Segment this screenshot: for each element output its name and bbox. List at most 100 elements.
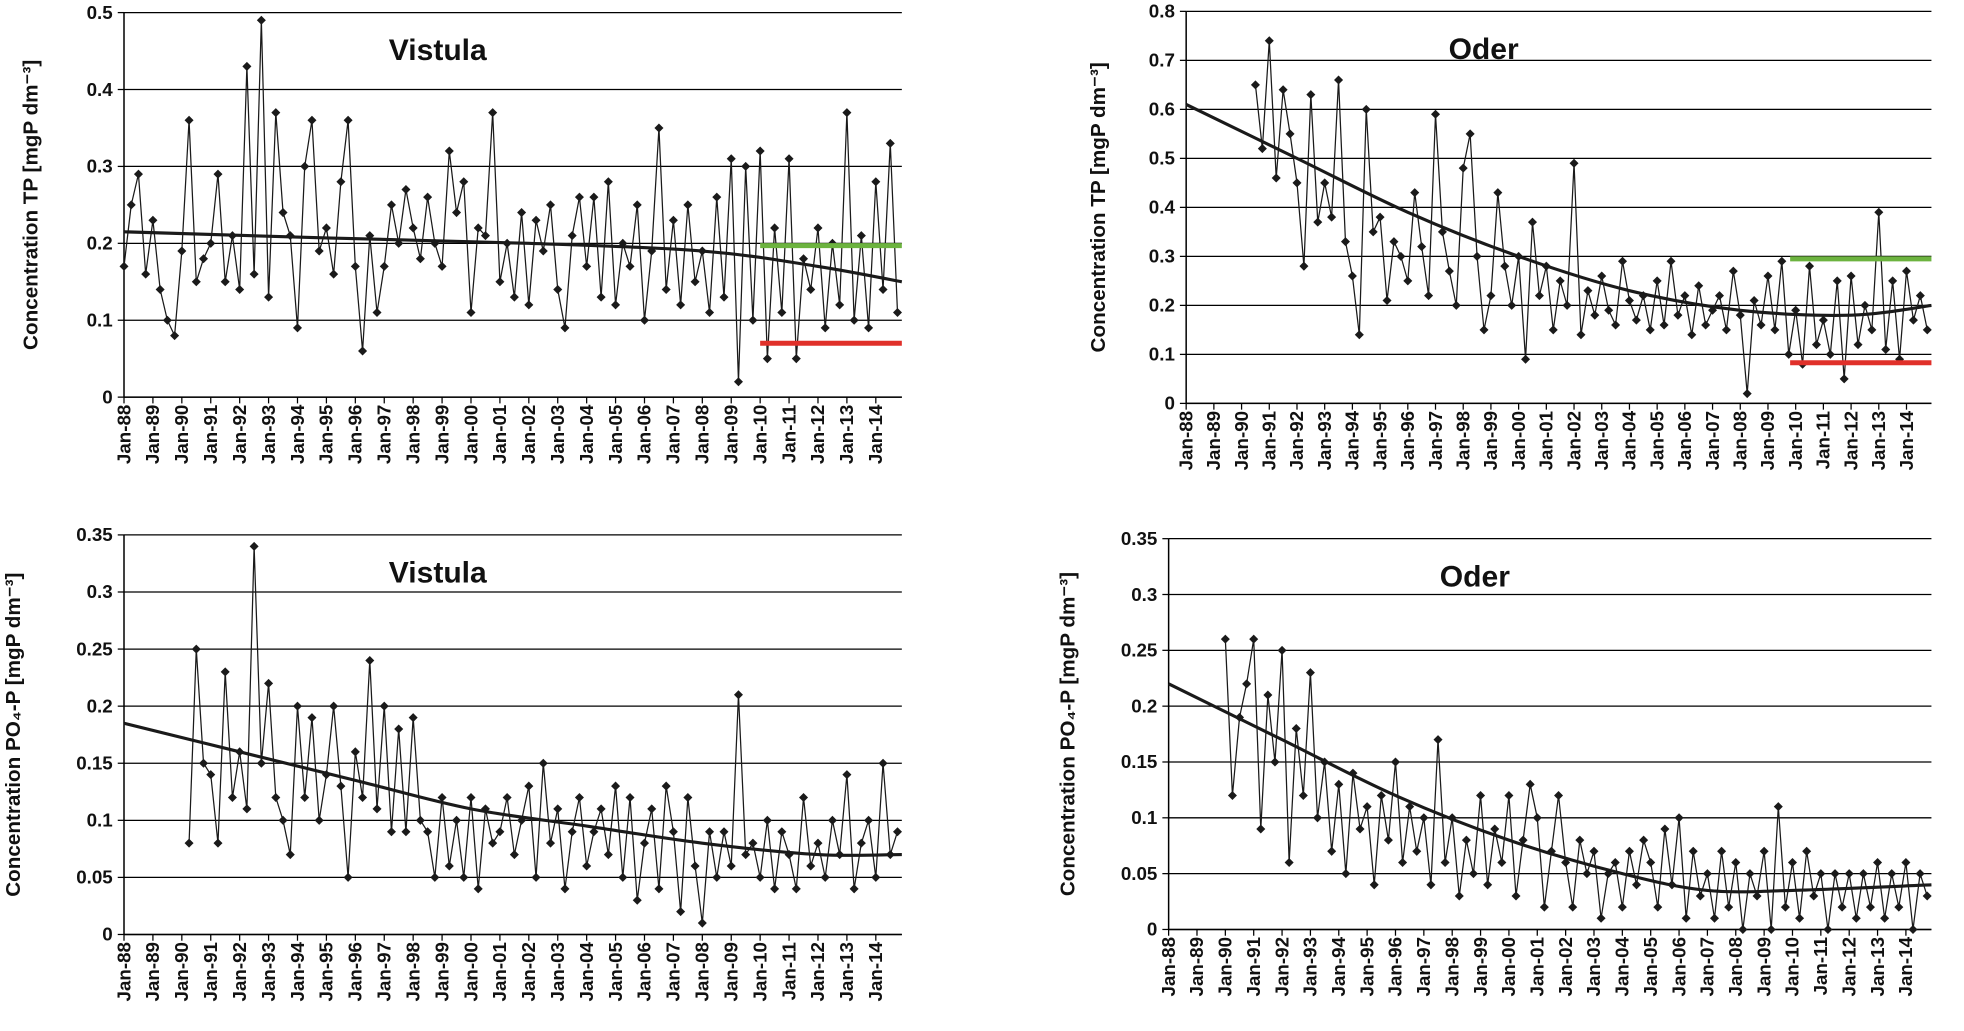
data-point [560, 323, 570, 333]
data-point [1749, 295, 1759, 305]
data-point [784, 154, 794, 164]
data-point [683, 792, 693, 802]
data-point [705, 827, 715, 837]
y-tick-label: 0.2 [1149, 295, 1175, 316]
data-point [1867, 325, 1877, 335]
data-point [1830, 869, 1840, 879]
data-point [762, 815, 772, 825]
data-point [1521, 354, 1531, 364]
y-tick-label: 0.8 [1149, 1, 1175, 22]
x-tick-label: Jan-13 [836, 942, 857, 1001]
data-point [1738, 924, 1748, 934]
x-tick-label: Jan-92 [229, 405, 250, 464]
data-point [1646, 857, 1656, 867]
data-point [1805, 261, 1815, 271]
x-tick-label: Jan-01 [1527, 937, 1548, 996]
x-tick-label: Jan-11 [778, 942, 799, 1000]
data-point [444, 861, 454, 871]
data-point [292, 323, 303, 333]
x-tick-label: Jan-89 [142, 942, 163, 1001]
data-line [123, 19, 899, 383]
data-point [885, 138, 895, 148]
data-point [141, 269, 151, 279]
data-point [264, 678, 274, 688]
data-point [184, 115, 194, 125]
x-tick-label: Jan-96 [1385, 937, 1406, 996]
x-tick-label: Jan-96 [345, 405, 366, 464]
x-tick-label: Jan-07 [1702, 411, 1723, 470]
x-tick-label: Jan-91 [200, 942, 221, 1001]
data-point [668, 827, 678, 837]
x-tick-label: Jan-93 [1300, 937, 1321, 996]
chart-title: Vistula [389, 34, 487, 67]
y-tick-label: 0 [1147, 919, 1157, 940]
data-point [1597, 271, 1607, 281]
data-point [1340, 237, 1350, 247]
data-point [1611, 320, 1621, 330]
x-tick-label: Jan-04 [576, 941, 597, 1001]
data-point [647, 804, 657, 814]
x-tick-label: Jan-03 [547, 942, 568, 1001]
x-tick-label: Jan-07 [1697, 937, 1718, 996]
x-tick-label: Jan-89 [1186, 937, 1207, 996]
data-point [415, 815, 425, 825]
chart-title: Vistula [389, 557, 487, 590]
data-point [1653, 902, 1663, 912]
data-point [1472, 251, 1482, 261]
data-point [271, 108, 281, 118]
data-point [603, 177, 613, 187]
data-point [1334, 75, 1344, 85]
x-tick-label: Jan-90 [171, 942, 192, 1001]
x-tick-label: Jan-13 [1867, 937, 1888, 996]
data-point [1284, 857, 1294, 867]
x-tick-label: Jan-09 [1757, 411, 1778, 470]
x-tick-label: Jan-09 [720, 405, 741, 464]
data-point [1568, 902, 1578, 912]
data-point [1562, 300, 1572, 310]
data-point [488, 108, 498, 118]
y-tick-label: 0.5 [1149, 148, 1175, 169]
data-point [1717, 846, 1727, 856]
y-tick-label: 0 [1164, 393, 1174, 414]
data-point [336, 177, 346, 187]
x-tick-label: Jan-99 [1480, 411, 1501, 470]
x-tick-label: Jan-14 [1896, 410, 1917, 470]
data-point [1299, 261, 1309, 271]
x-tick-label: Jan-10 [1782, 937, 1803, 996]
x-tick-label: Jan-91 [200, 405, 221, 464]
y-tick-label: 0.3 [87, 581, 113, 602]
data-point [1493, 188, 1503, 198]
x-tick-label: Jan-12 [807, 405, 828, 464]
data-point [683, 200, 693, 210]
y-tick-label: 0.2 [1131, 695, 1157, 716]
data-point [213, 169, 223, 179]
y-tick-label: 0.4 [1149, 197, 1176, 218]
data-point [379, 701, 389, 711]
data-point [314, 246, 324, 256]
data-point [611, 781, 621, 791]
x-tick-label: Jan-00 [460, 405, 481, 464]
data-point [480, 231, 490, 241]
x-tick-label: Jan-97 [1413, 937, 1434, 996]
data-point [1922, 325, 1932, 335]
data-point [1458, 163, 1468, 173]
data-point [1915, 869, 1925, 879]
x-tick-label: Jan-08 [692, 405, 713, 464]
data-point [712, 192, 722, 202]
data-point [1334, 779, 1344, 789]
x-tick-label: Jan-93 [258, 405, 279, 464]
data-point [423, 827, 433, 837]
data-point [690, 277, 700, 287]
x-tick-label: Jan-00 [1498, 937, 1519, 996]
x-tick-label: Jan-11 [1810, 937, 1831, 995]
data-point [1479, 325, 1489, 335]
data-point [1701, 320, 1711, 330]
data-point [791, 354, 801, 364]
data-point [191, 644, 201, 654]
data-point [1624, 295, 1634, 305]
y-axis-label: Concentration TP [mgP dm⁻³] [20, 60, 43, 350]
data-point [1461, 835, 1471, 845]
x-tick-label: Jan-98 [1441, 937, 1462, 996]
data-point [1504, 790, 1514, 800]
data-point [1497, 857, 1507, 867]
